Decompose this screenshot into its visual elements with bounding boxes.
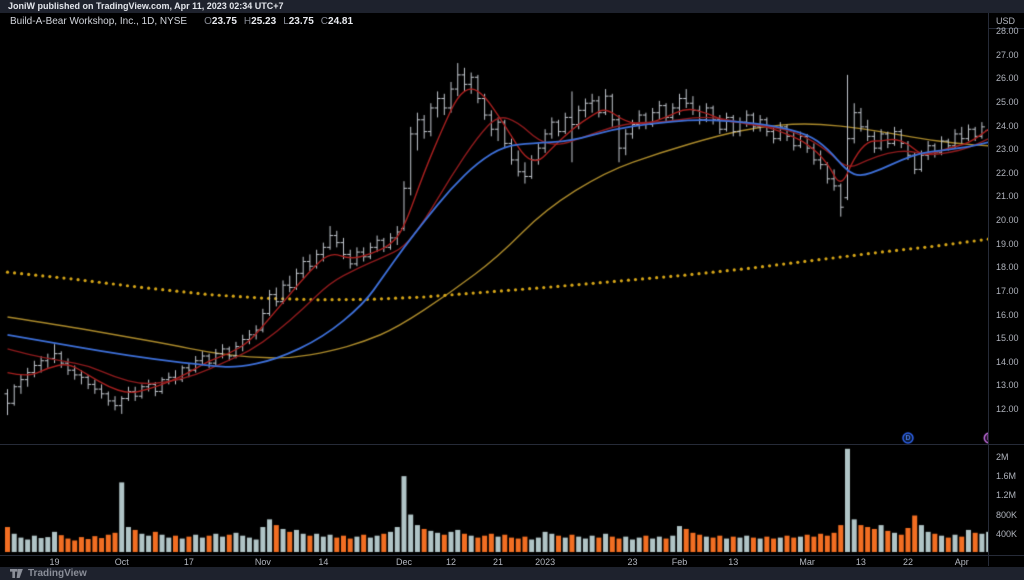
- price-tick-label: 20.00: [996, 215, 1019, 225]
- chart-canvas[interactable]: [0, 13, 988, 556]
- price-tick-label: 28.00: [996, 26, 1019, 36]
- date-tick-label: 21: [493, 557, 504, 567]
- price-tick-label: 19.00: [996, 238, 1019, 249]
- date-tick-label: 17: [183, 557, 194, 567]
- low-value: 23.75: [288, 16, 314, 27]
- date-tick-label: 12: [446, 557, 457, 567]
- symbol-legend[interactable]: Build-A-Bear Workshop, Inc., 1D, NYSE O23…: [10, 16, 353, 27]
- axis-separator: [989, 28, 1024, 29]
- price-tick-label: 16.00: [996, 309, 1019, 320]
- currency-label: USD: [996, 16, 1016, 26]
- price-tick-label: 27.00: [996, 49, 1019, 60]
- publish-info-text: JoniW published on TradingView.com, Apr …: [8, 1, 284, 11]
- price-axis[interactable]: USD 28.00 27.00 26.00 25.00 24.00 23.00 22.00 2…: [988, 13, 1024, 566]
- price-tick-label: 25.00: [996, 96, 1019, 107]
- date-tick-label: 19: [49, 557, 60, 567]
- tradingview-brand-text[interactable]: TradingView: [28, 568, 87, 579]
- price-tick-label: 22.00: [996, 167, 1019, 178]
- high-value: 25.23: [251, 16, 277, 27]
- volume-tick-label: 400K: [996, 528, 1018, 539]
- price-tick-label: 26.00: [996, 73, 1019, 84]
- tradingview-logo-icon[interactable]: [10, 569, 23, 578]
- price-tick-label: 24.00: [996, 120, 1019, 131]
- price-tick-label: 21.00: [996, 191, 1019, 202]
- price-tick-label: 13.00: [996, 380, 1019, 391]
- low-label: L: [283, 16, 289, 27]
- date-axis[interactable]: 19 Oct 17 Nov 14 Dec 12 21 2023 23 Feb 13 Mar 13 22 Apr: [0, 556, 988, 567]
- price-tick-label: 15.00: [996, 333, 1019, 344]
- price-tick-label: 18.00: [996, 262, 1019, 273]
- volume-tick-label: 1.6M: [996, 471, 1017, 482]
- price-tick-label: 23.00: [996, 144, 1019, 155]
- close-value: 24.81: [328, 16, 354, 27]
- date-tick-label: Nov: [254, 557, 271, 567]
- footer-bar: TradingView: [0, 567, 1024, 580]
- volume-tick-label: 1.2M: [996, 490, 1017, 501]
- volume-pane-bottom-divider: [0, 555, 1024, 556]
- price-tick-label: 14.00: [996, 356, 1019, 367]
- open-label: O: [204, 16, 212, 27]
- close-label: C: [320, 16, 329, 27]
- date-tick-label: Apr: [954, 557, 969, 567]
- price-tick-label: 17.00: [996, 285, 1019, 296]
- volume-tick-label: 800K: [996, 509, 1018, 520]
- date-tick-label: 14: [318, 557, 329, 567]
- date-tick-label: 13: [728, 557, 739, 567]
- date-tick-label: Mar: [799, 557, 815, 567]
- volume-tick-label: 2M: [996, 452, 1009, 462]
- pane-divider[interactable]: [0, 444, 1024, 445]
- date-tick-label: 23: [627, 557, 638, 567]
- date-tick-label: Oct: [114, 557, 129, 567]
- publish-info-bar: JoniW published on TradingView.com, Apr …: [0, 0, 1024, 13]
- date-tick-label: Feb: [671, 557, 688, 567]
- date-tick-label: 13: [855, 557, 866, 567]
- date-tick-label: 2023: [535, 557, 556, 567]
- date-tick-label: Dec: [395, 557, 412, 567]
- date-tick-label: 22: [902, 557, 913, 567]
- symbol-title: Build-A-Bear Workshop, Inc., 1D, NYSE: [10, 16, 188, 27]
- price-tick-label: 12.00: [996, 404, 1019, 414]
- high-label: H: [243, 16, 252, 27]
- open-value: 23.75: [211, 16, 237, 27]
